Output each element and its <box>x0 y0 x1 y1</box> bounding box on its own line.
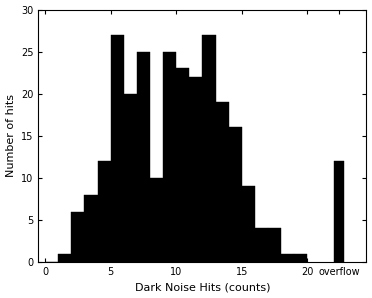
Bar <box>176 69 189 262</box>
Bar <box>110 35 124 262</box>
Bar <box>229 127 242 262</box>
Bar <box>281 254 294 262</box>
Bar <box>202 35 216 262</box>
Bar <box>150 178 163 262</box>
Bar <box>71 212 84 262</box>
Bar <box>58 254 71 262</box>
Bar <box>255 228 268 262</box>
Bar <box>294 254 307 262</box>
Bar <box>216 102 229 262</box>
Bar <box>84 195 97 262</box>
Bar <box>268 228 281 262</box>
Bar <box>242 186 255 262</box>
Bar <box>124 94 137 262</box>
Bar <box>189 77 202 262</box>
Bar <box>334 161 344 262</box>
Y-axis label: Number of hits: Number of hits <box>6 94 16 177</box>
Bar <box>137 52 150 262</box>
Bar <box>163 52 176 262</box>
Bar <box>97 161 110 262</box>
X-axis label: Dark Noise Hits (counts): Dark Noise Hits (counts) <box>135 283 270 292</box>
